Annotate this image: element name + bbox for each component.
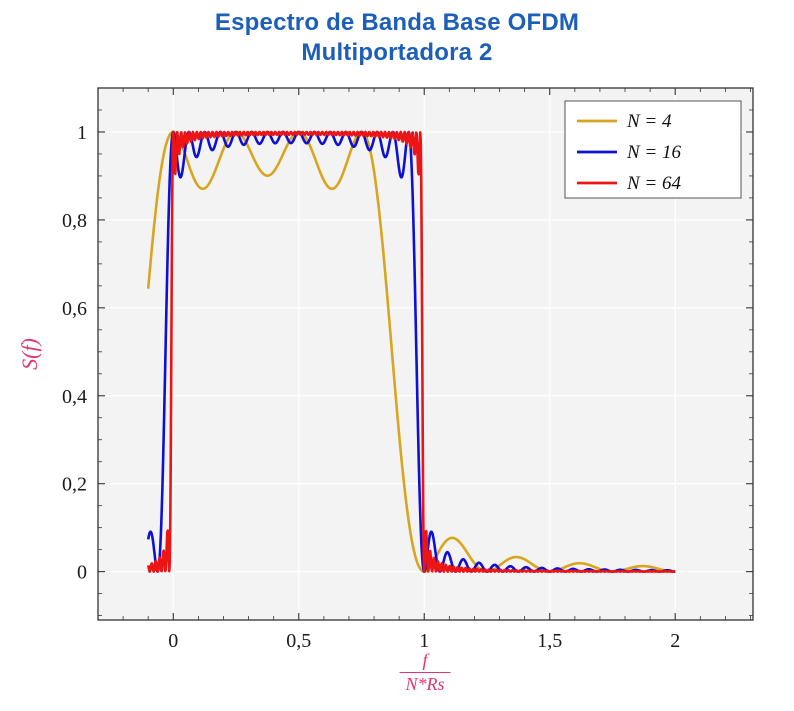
legend-label-N-16: N = 16	[626, 142, 681, 163]
y-tick-labels: 0 0,2 0,4 0,6 0,8 1	[62, 122, 87, 584]
x-axis-label-numerator: f	[422, 650, 428, 670]
chart-title: Espectro de Banda Base OFDM Multiportado…	[0, 8, 794, 68]
x-axis-label: f N*Rs	[399, 650, 451, 695]
svg-text:1,5: 1,5	[537, 630, 562, 652]
svg-text:0: 0	[77, 562, 87, 584]
legend-label-N-64: N = 64	[626, 173, 681, 194]
legend: N = 4 N = 16 N = 64	[564, 100, 742, 199]
svg-text:0,5: 0,5	[286, 630, 311, 652]
legend-label-N-4: N = 4	[626, 111, 672, 132]
svg-text:0,8: 0,8	[62, 210, 87, 232]
x-tick-labels: 0 0,5 1 1,5 2	[168, 630, 680, 652]
series-line-N-64	[146, 130, 676, 573]
major-ticks	[98, 88, 753, 620]
svg-text:1: 1	[77, 122, 87, 144]
chart-title-line2: Multiportadora 2	[301, 39, 493, 66]
svg-text:0,4: 0,4	[62, 386, 87, 408]
svg-text:0: 0	[168, 630, 178, 652]
x-axis-label-denominator: N*Rs	[399, 672, 451, 695]
series-curves	[146, 130, 676, 573]
svg-text:0,2: 0,2	[62, 474, 87, 496]
svg-text:2: 2	[670, 630, 680, 652]
plot-frame	[97, 87, 754, 621]
chart-title-line1: Espectro de Banda Base OFDM	[214, 9, 580, 36]
svg-text:0,6: 0,6	[62, 298, 87, 320]
y-axis-label: S(f)	[17, 338, 42, 370]
svg-text:1: 1	[419, 630, 429, 652]
